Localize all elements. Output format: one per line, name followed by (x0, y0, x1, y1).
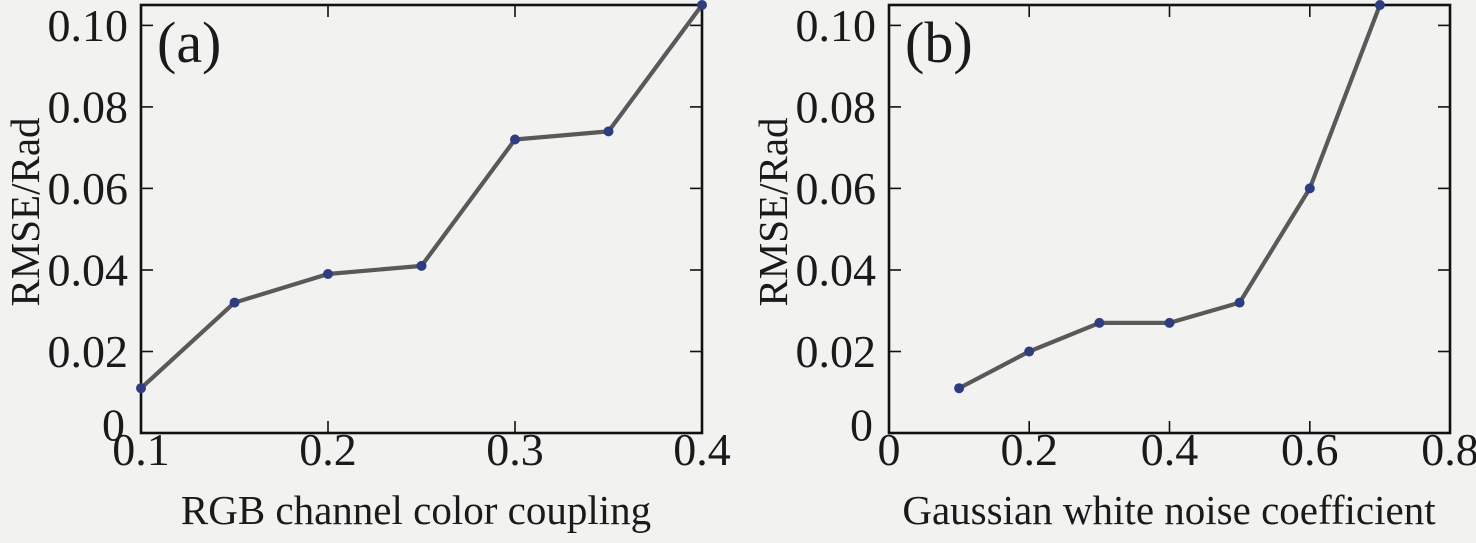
svg-text:0: 0 (878, 424, 901, 475)
svg-text:(b): (b) (905, 10, 973, 75)
svg-text:0.6: 0.6 (1281, 424, 1339, 475)
svg-text:0.10: 0.10 (48, 0, 129, 51)
svg-text:Gaussian white noise coefficie: Gaussian white noise coefficient (902, 487, 1436, 533)
svg-text:0.08: 0.08 (796, 81, 877, 132)
svg-text:0.4: 0.4 (1141, 424, 1199, 475)
svg-text:RMSE/Rad: RMSE/Rad (2, 117, 48, 306)
svg-text:0.3: 0.3 (486, 424, 544, 475)
svg-text:0.02: 0.02 (48, 326, 129, 377)
svg-text:0.2: 0.2 (1000, 424, 1058, 475)
svg-text:RGB channel color coupling: RGB channel color coupling (181, 487, 651, 533)
svg-text:RMSE/Rad: RMSE/Rad (750, 117, 796, 306)
svg-text:0.04: 0.04 (48, 245, 129, 296)
svg-text:0.02: 0.02 (796, 326, 877, 377)
svg-text:0.8: 0.8 (1421, 424, 1476, 475)
svg-text:0.06: 0.06 (796, 163, 877, 214)
svg-text:0: 0 (850, 400, 873, 451)
svg-text:0.04: 0.04 (796, 245, 877, 296)
svg-text:0.08: 0.08 (48, 81, 129, 132)
svg-text:0.1: 0.1 (112, 424, 170, 475)
svg-text:0.2: 0.2 (299, 424, 357, 475)
svg-text:0.10: 0.10 (796, 0, 877, 51)
svg-text:0.06: 0.06 (48, 163, 129, 214)
svg-text:0.4: 0.4 (673, 424, 731, 475)
svg-text:(a): (a) (157, 10, 221, 75)
